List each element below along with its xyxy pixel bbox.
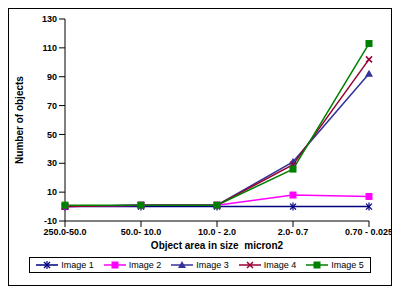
svg-text:70: 70 xyxy=(47,101,57,111)
svg-text:0.70 - 0.025: 0.70 - 0.025 xyxy=(345,227,391,237)
svg-text:110: 110 xyxy=(42,43,57,53)
svg-text:50: 50 xyxy=(47,130,57,140)
svg-text:50.0- 10.0: 50.0- 10.0 xyxy=(121,227,162,237)
svg-text:130: 130 xyxy=(42,14,57,24)
svg-text:Number of objects: Number of objects xyxy=(14,76,25,164)
html-text:Image 3: Image 3 xyxy=(196,260,229,270)
svg-text:10.0 - 2.0: 10.0 - 2.0 xyxy=(198,227,236,237)
svg-text:-10: -10 xyxy=(44,216,57,226)
svg-text:10: 10 xyxy=(47,187,57,197)
svg-text:Object area in size micron2: Object area in size micron2 xyxy=(151,240,284,251)
svg-text:90: 90 xyxy=(47,72,57,82)
html-text:Image 4: Image 4 xyxy=(263,260,297,270)
html-text:Image 2: Image 2 xyxy=(128,260,162,270)
svg-text:30: 30 xyxy=(47,158,57,168)
html-text:Image 1: Image 1 xyxy=(61,260,94,270)
svg-text:2.0- 0.7: 2.0- 0.7 xyxy=(278,227,309,237)
svg-text:250.0-50.0: 250.0-50.0 xyxy=(43,227,86,237)
html-text:Image 5: Image 5 xyxy=(331,260,364,270)
